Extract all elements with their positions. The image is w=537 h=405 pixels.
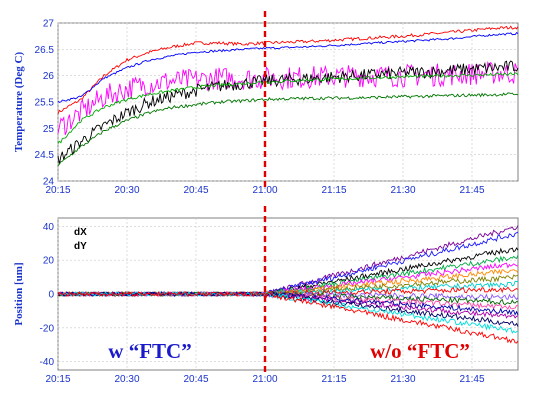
position-series-line — [57, 290, 519, 334]
temperature-chart: 24 24.5 25 25.5 26 26.5 27 20:15 20:30 20:45 21:00… — [13, 11, 519, 196]
position-series-line — [57, 290, 519, 319]
temperature-y-tick-label: 24.5 — [35, 150, 55, 161]
position-y-axis-label: Position [um] — [13, 262, 25, 325]
temperature-series-line — [57, 92, 519, 167]
position-x-tick-label: 20:30 — [114, 374, 139, 385]
position-chart: -40 -20 0 20 40 20:15 20:30 20:45 21:00 21:15 21:3… — [13, 206, 519, 385]
position-y-tick-label: -20 — [40, 323, 55, 334]
temperature-x-tick-label: 20:30 — [114, 185, 139, 196]
without-ftc-label: w/o “FTC” — [370, 339, 470, 363]
position-x-tick-label: 21:45 — [459, 374, 484, 385]
legend-entry: dX — [74, 227, 87, 238]
temperature-series-line — [57, 60, 519, 135]
temperature-y-tick-label: 26 — [43, 71, 55, 82]
temperature-x-tick-label: 20:45 — [183, 185, 208, 196]
temperature-y-tick-label: 27 — [43, 19, 55, 30]
position-x-tick-label: 20:15 — [45, 374, 70, 385]
temperature-y-tick-label: 25.5 — [35, 98, 55, 109]
temperature-x-tick-label: 20:15 — [45, 185, 70, 196]
temperature-x-tick-label: 21:15 — [321, 185, 346, 196]
temperature-y-tick-label: 25 — [43, 124, 55, 135]
temperature-series-line — [57, 25, 519, 115]
position-y-tick-label: 20 — [43, 256, 55, 267]
position-y-tick-label: 40 — [43, 222, 55, 233]
temperature-series-line — [57, 31, 519, 103]
position-x-tick-label: 20:45 — [183, 374, 208, 385]
temperature-y-tick-label: 26.5 — [35, 45, 55, 56]
position-y-tick-label: -40 — [40, 357, 55, 368]
temperature-series-line — [57, 72, 519, 144]
legend-entry: dY — [74, 241, 87, 252]
temperature-x-tick-label: 21:30 — [390, 185, 415, 196]
position-x-tick-label: 21:15 — [321, 374, 346, 385]
position-y-tick-label: 0 — [48, 290, 54, 301]
temperature-y-axis-label: Temperature (Deg C) — [13, 52, 25, 153]
temperature-x-tick-label: 21:00 — [252, 185, 277, 196]
temperature-series-line — [57, 60, 519, 165]
position-series-line — [57, 290, 519, 344]
with-ftc-label: w “FTC” — [108, 339, 191, 363]
position-x-tick-label: 21:30 — [390, 374, 415, 385]
position-x-tick-label: 21:00 — [252, 374, 277, 385]
temperature-y-tick-label: 24 — [43, 177, 55, 188]
temperature-x-tick-label: 21:45 — [459, 185, 484, 196]
